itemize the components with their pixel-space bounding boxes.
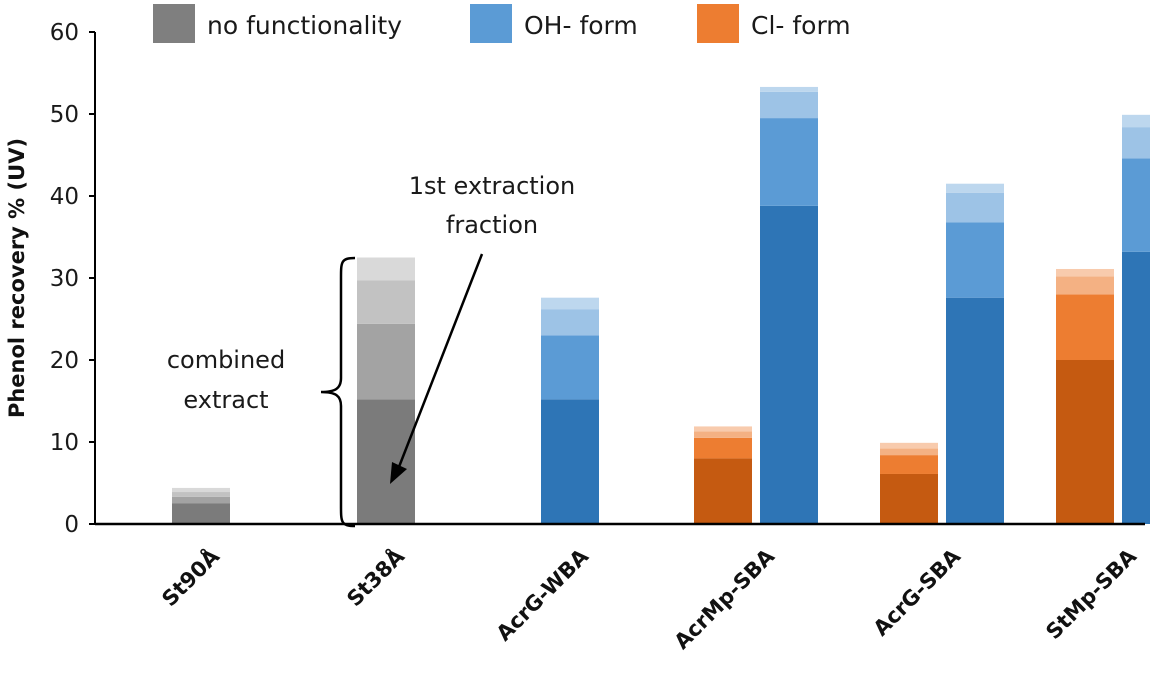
bar-acrmp-sba-oh-form-segment-3 [760,91,818,119]
first-extraction-label-line1: 1st extraction [409,172,576,200]
bar-st90-no-functionality-segment-2 [172,496,230,504]
legend-swatch-oh-form [470,4,512,43]
bar-stmp-sba-oh-form-segment-4 [1122,114,1150,128]
category-label-acrg-sba: AcrG-SBA [869,544,966,641]
curly-brace [320,256,356,528]
legend-label-cl-form: Cl- form [751,11,851,40]
bar-acrg-sba-oh-form-segment-2 [946,222,1004,298]
y-tick-label: 40 [50,184,79,210]
arrow-head [390,462,407,484]
y-axis-ticks: 0 10 20 30 40 50 60 [50,20,95,538]
category-label-acrmp-sba: AcrMp-SBA [670,544,780,654]
y-tick-label: 50 [50,102,79,128]
bar-acrg-wba-oh-form-segment-1 [541,399,599,524]
legend: no functionality OH- form Cl- form [153,4,851,43]
bar-acrmp-sba-cl-form-segment-3 [694,431,752,438]
first-extraction-annotation: 1st extraction fraction [390,172,575,484]
bar-acrg-wba-oh-form-segment-4 [541,297,599,310]
bar-acrmp-sba-oh-form-segment-1 [760,205,818,524]
y-tick-label: 10 [50,430,79,456]
bar-acrg-wba-oh-form-segment-2 [541,335,599,400]
bar-stmp-sba-cl-form-segment-2 [1056,294,1114,360]
category-label-acrg-wba: AcrG-WBA [492,544,594,646]
y-tick-label: 0 [64,512,79,538]
legend-label-oh-form: OH- form [524,11,638,40]
bar-acrmp-sba-cl-form-segment-2 [694,437,752,459]
category-label-stmp-sba: StMp-SBA [1041,544,1141,644]
combined-extract-label-line1: combined [167,346,285,374]
bar-stmp-sba-cl-form-segment-3 [1056,276,1114,295]
bar-stmp-sba-oh-form-segment-3 [1122,127,1150,159]
combined-extract-label-line2: extract [183,386,268,414]
legend-swatch-cl-form [697,4,739,43]
bar-acrmp-sba-oh-form-segment-2 [760,118,818,206]
bar-acrg-wba-oh-form-segment-3 [541,309,599,336]
bar-stmp-sba-cl-form-segment-1 [1056,360,1114,524]
bar-acrmp-sba-oh-form-segment-4 [760,86,818,92]
bar-st90-no-functionality-segment-4 [172,487,230,493]
combined-extract-annotation: combined extract [167,256,356,528]
category-label-st38: St38Å [342,543,410,611]
bars-layer [172,86,1150,524]
bar-st38-no-functionality-segment-2 [357,323,415,400]
bar-stmp-sba-cl-form-segment-4 [1056,268,1114,277]
first-extraction-label-line2: fraction [446,211,538,239]
bar-acrg-sba-cl-form-segment-2 [880,455,938,474]
bar-acrmp-sba-cl-form-segment-1 [694,458,752,524]
bar-acrg-sba-oh-form-segment-3 [946,192,1004,223]
bar-st90-no-functionality-segment-1 [172,503,230,524]
legend-label-no-functionality: no functionality [207,11,402,40]
bar-stmp-sba-oh-form-segment-2 [1122,158,1150,252]
bar-acrg-sba-cl-form-segment-1 [880,473,938,524]
bar-acrmp-sba-cl-form-segment-4 [694,426,752,432]
bar-acrg-sba-cl-form-segment-4 [880,442,938,449]
bar-st38-no-functionality-segment-3 [357,280,415,324]
bar-acrg-sba-cl-form-segment-3 [880,448,938,456]
bar-stmp-sba-oh-form-segment-1 [1122,251,1150,524]
legend-swatch-no-functionality [153,4,195,43]
bar-st90-no-functionality-segment-3 [172,492,230,497]
y-tick-label: 60 [50,20,79,46]
y-tick-label: 20 [50,348,79,374]
bar-st38-no-functionality-segment-4 [357,257,415,281]
y-axis-title: Phenol recovery % (UV) [5,138,29,418]
bar-acrg-sba-oh-form-segment-1 [946,297,1004,524]
bar-st38-no-functionality-segment-1 [357,399,415,524]
category-labels: St90Å St38Å AcrG-WBA AcrMp-SBA AcrG-SBA StMp-… [157,543,1142,654]
category-label-st90: St90Å [157,543,225,611]
bar-acrg-sba-oh-form-segment-4 [946,183,1004,193]
y-tick-label: 30 [50,266,79,292]
arrow-shaft [395,253,484,473]
